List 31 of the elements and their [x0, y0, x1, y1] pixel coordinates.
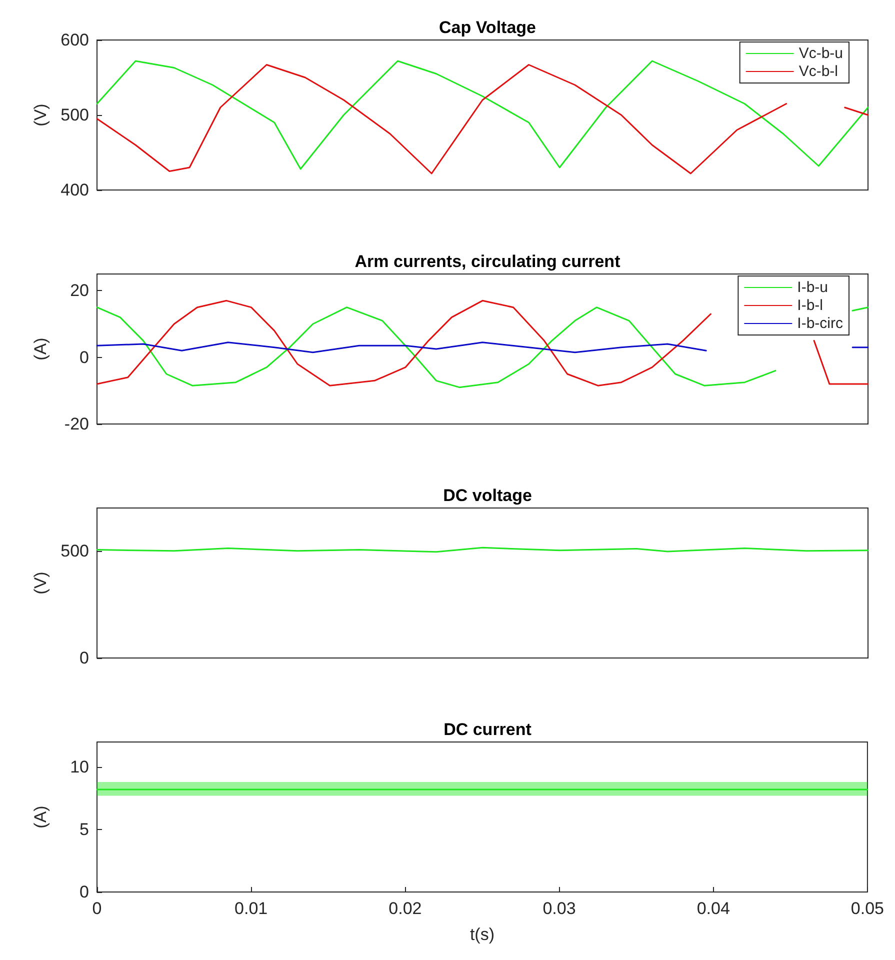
y-tick-label: 400 [60, 180, 89, 200]
x-tick-label: 0.01 [234, 899, 268, 918]
y-tick-label: 10 [70, 758, 89, 776]
x-axis-title: t(s) [470, 925, 494, 944]
y-axis-title: (A) [31, 338, 50, 360]
y-tick-label: 20 [70, 281, 89, 300]
chart-title: DC voltage [443, 486, 532, 505]
y-axis-title: (V) [31, 104, 50, 126]
x-tick-label: 0.02 [388, 899, 422, 918]
y-tick-label: 5 [80, 820, 89, 839]
x-tick-label: 0.03 [542, 899, 576, 918]
y-tick-label: 500 [60, 106, 89, 124]
legend-label: I-b-l [797, 297, 824, 314]
y-tick-label: 0 [80, 882, 89, 902]
legend-label: I-b-circ [797, 315, 844, 332]
x-tick-label: 0.05 [850, 899, 884, 918]
legend-label: Vc-b-u [798, 45, 844, 62]
legend-label: Vc-b-l [798, 63, 838, 80]
y-axis-title: (A) [31, 806, 50, 828]
y-tick-label: 600 [60, 30, 89, 50]
y-tick-label: -20 [64, 414, 89, 434]
y-axis-title: (V) [31, 572, 50, 594]
chart-title: Cap Voltage [439, 18, 536, 37]
y-tick-label: 0 [80, 648, 89, 668]
chart-title: Arm currents, circulating current [354, 252, 621, 271]
chart-title: DC current [444, 720, 532, 739]
legend-label: I-b-u [797, 279, 828, 296]
y-tick-label: 500 [60, 541, 89, 560]
x-tick-label: 0.04 [696, 899, 730, 918]
x-tick-label: 0 [92, 899, 102, 918]
y-tick-label: 0 [80, 348, 89, 367]
